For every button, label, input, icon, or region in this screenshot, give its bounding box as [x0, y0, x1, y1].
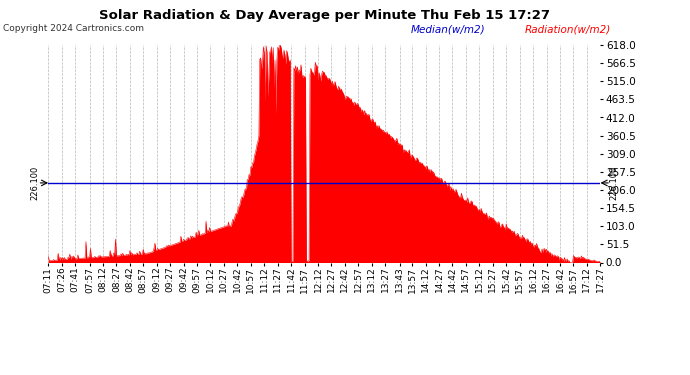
Text: 226.100: 226.100 — [609, 166, 619, 200]
Text: Solar Radiation & Day Average per Minute Thu Feb 15 17:27: Solar Radiation & Day Average per Minute… — [99, 9, 550, 22]
Text: Radiation(w/m2): Radiation(w/m2) — [524, 24, 611, 34]
Text: Copyright 2024 Cartronics.com: Copyright 2024 Cartronics.com — [3, 24, 144, 33]
Text: Median(w/m2): Median(w/m2) — [411, 24, 485, 34]
Text: 226.100: 226.100 — [30, 166, 39, 200]
